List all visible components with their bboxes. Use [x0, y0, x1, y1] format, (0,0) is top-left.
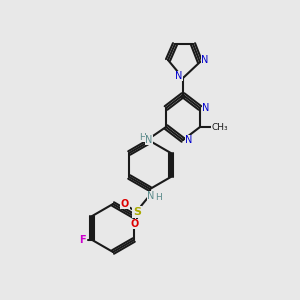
Text: N: N — [201, 55, 209, 65]
Text: CH₃: CH₃ — [212, 122, 228, 131]
Text: S: S — [133, 207, 141, 217]
Text: O: O — [131, 219, 139, 229]
Text: H: H — [154, 194, 161, 202]
Text: O: O — [121, 199, 129, 209]
Text: N: N — [147, 191, 155, 201]
Text: F: F — [79, 235, 86, 245]
Text: N: N — [175, 71, 183, 81]
Text: N: N — [145, 135, 153, 145]
Text: N: N — [185, 135, 193, 145]
Text: H: H — [139, 133, 145, 142]
Text: N: N — [202, 103, 210, 113]
